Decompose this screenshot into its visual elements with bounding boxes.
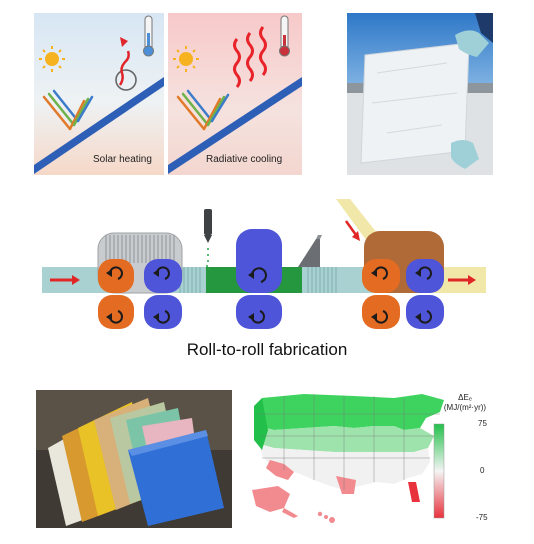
output-arrow [448, 275, 476, 285]
roll-to-roll-diagram [42, 199, 486, 329]
legend-title-line1: ΔEₑ [458, 393, 472, 402]
colorbar [433, 423, 445, 519]
roller [362, 295, 400, 329]
legend-tick-max: 75 [478, 419, 487, 428]
roller [236, 295, 282, 329]
solar-heating-label: Solar heating [93, 154, 152, 165]
roller [98, 295, 134, 329]
sample-photo [347, 13, 493, 175]
sun-icon [173, 46, 199, 72]
us-south-region [260, 444, 430, 490]
film-samples-photo [36, 390, 232, 528]
radiative-cooling-panel [168, 13, 302, 175]
input-arrow [50, 275, 80, 285]
roller [144, 295, 182, 329]
us-florida-red [408, 482, 420, 502]
thermometer-icon [143, 15, 154, 57]
us-texas-red [336, 476, 356, 494]
solar-heating-panel [34, 13, 164, 175]
legend-title-line2: (MJ/(m²·yr)) [443, 403, 487, 412]
fabrication-label: Roll-to-roll fabrication [186, 340, 348, 359]
solar-vs-cooling-diagram [34, 13, 302, 175]
roller [144, 259, 182, 293]
roller [98, 259, 134, 293]
us-north-region [258, 394, 444, 430]
roller [406, 259, 444, 293]
roller [362, 259, 400, 293]
sun-icon [39, 46, 65, 72]
thermometer-icon [279, 15, 290, 57]
hawaii [317, 511, 335, 523]
radiative-cooling-label: Radiative cooling [206, 154, 283, 165]
us-southwest-red [266, 460, 294, 480]
legend-tick-min: -75 [476, 513, 488, 522]
roller [406, 295, 444, 329]
us-central-region [258, 426, 434, 452]
us-map [252, 394, 445, 523]
legend-tick-zero: 0 [480, 466, 485, 475]
doctor-blade [298, 235, 322, 267]
coating-nozzle [204, 209, 212, 270]
roller [236, 229, 282, 293]
alaska [252, 486, 290, 512]
